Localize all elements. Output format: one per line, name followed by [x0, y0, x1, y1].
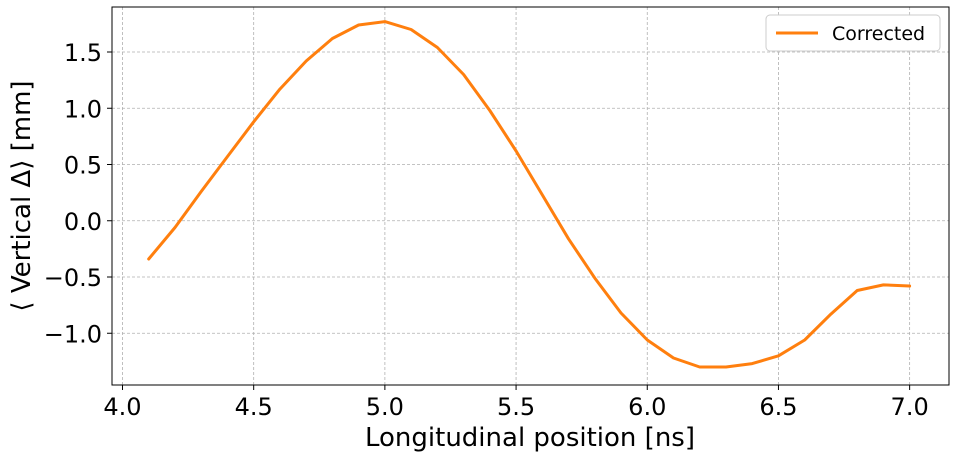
series-layer	[147, 20, 912, 369]
y-tick-label: −1.0	[44, 320, 102, 348]
x-axis-label: Longitudinal position [ns]	[365, 423, 695, 453]
legend: Corrected	[765, 14, 941, 52]
axis-ticks: 4.0 4.5 5.0 5.5 6.0 6.5 7.0 1.5 1.0 0.5 0.0 −0.5 −1.…	[44, 39, 929, 421]
series-line-corrected	[147, 20, 912, 369]
x-tick-label: 6.5	[759, 393, 797, 421]
plot-frame	[111, 6, 950, 386]
x-tick-label: 5.0	[366, 393, 404, 421]
legend-label-corrected: Corrected	[832, 23, 925, 45]
x-tick-label: 7.0	[891, 393, 929, 421]
y-tick-label: −0.5	[44, 264, 102, 292]
x-tick-label: 5.5	[497, 393, 535, 421]
y-tick-label: 0.0	[64, 208, 102, 236]
x-tick-label: 4.0	[103, 393, 141, 421]
x-tick-label: 4.5	[235, 393, 273, 421]
x-tick-label: 6.0	[628, 393, 666, 421]
y-tick-label: 1.0	[64, 95, 102, 123]
y-axis-label: ⟨ Vertical Δ⟩ [mm]	[7, 80, 37, 311]
legend-box	[765, 14, 941, 52]
y-tick-label: 1.5	[64, 39, 102, 67]
y-tick-label: 0.5	[64, 152, 102, 180]
